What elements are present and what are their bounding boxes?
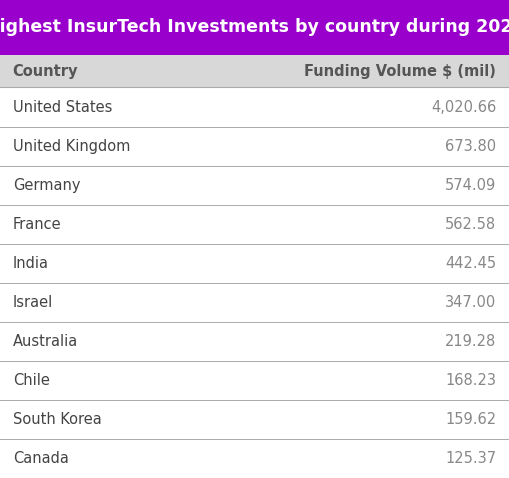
- Bar: [0, 439, 509, 478]
- Text: South Korea: South Korea: [13, 412, 101, 427]
- Bar: [0, 165, 509, 205]
- Bar: [0, 55, 509, 87]
- Bar: [0, 283, 509, 322]
- Bar: [0, 361, 509, 400]
- Text: Chile: Chile: [13, 373, 49, 388]
- Text: 159.62: 159.62: [445, 412, 496, 427]
- Text: Canada: Canada: [13, 451, 69, 466]
- Text: United States: United States: [13, 99, 112, 115]
- Text: 442.45: 442.45: [445, 256, 496, 271]
- Text: United Kingdom: United Kingdom: [13, 139, 130, 153]
- Bar: [0, 205, 509, 244]
- Text: 673.80: 673.80: [445, 139, 496, 153]
- Text: 4,020.66: 4,020.66: [431, 99, 496, 115]
- Text: France: France: [13, 217, 62, 232]
- Bar: [0, 244, 509, 283]
- Text: 347.00: 347.00: [445, 295, 496, 310]
- Text: Germany: Germany: [13, 178, 80, 193]
- Text: 125.37: 125.37: [445, 451, 496, 466]
- Text: Highest InsurTech Investments by country during 2022: Highest InsurTech Investments by country…: [0, 19, 509, 36]
- Bar: [0, 127, 509, 165]
- Text: Country: Country: [13, 64, 78, 79]
- Text: 219.28: 219.28: [445, 334, 496, 349]
- Bar: [0, 400, 509, 439]
- Text: 562.58: 562.58: [445, 217, 496, 232]
- Text: Australia: Australia: [13, 334, 78, 349]
- Text: 168.23: 168.23: [445, 373, 496, 388]
- Text: India: India: [13, 256, 49, 271]
- Bar: [0, 0, 509, 55]
- Text: Funding Volume $ (mil): Funding Volume $ (mil): [304, 64, 496, 79]
- Text: Israel: Israel: [13, 295, 53, 310]
- Text: 574.09: 574.09: [445, 178, 496, 193]
- Bar: [0, 322, 509, 361]
- Bar: [0, 87, 509, 127]
